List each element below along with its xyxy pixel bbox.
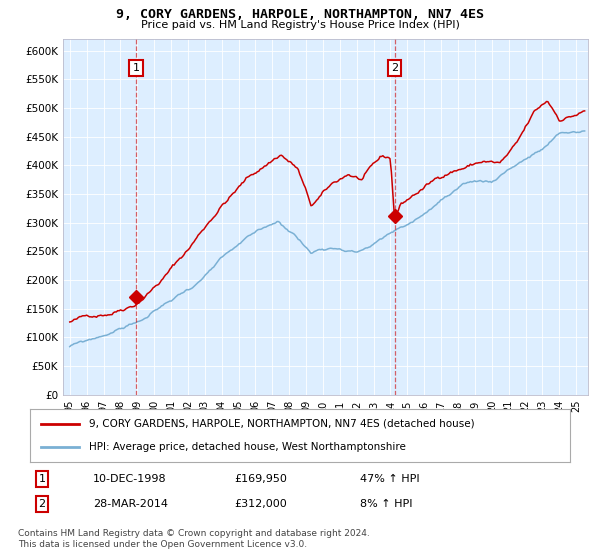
Text: Contains HM Land Registry data © Crown copyright and database right 2024.
This d: Contains HM Land Registry data © Crown c… [18,529,370,549]
Text: Price paid vs. HM Land Registry's House Price Index (HPI): Price paid vs. HM Land Registry's House … [140,20,460,30]
Text: £312,000: £312,000 [234,499,287,509]
Text: 28-MAR-2014: 28-MAR-2014 [93,499,168,509]
Text: £169,950: £169,950 [234,474,287,484]
Text: 2: 2 [391,63,398,73]
Text: HPI: Average price, detached house, West Northamptonshire: HPI: Average price, detached house, West… [89,442,406,452]
Text: 1: 1 [38,474,46,484]
Text: 8% ↑ HPI: 8% ↑ HPI [360,499,413,509]
Text: 9, CORY GARDENS, HARPOLE, NORTHAMPTON, NN7 4ES: 9, CORY GARDENS, HARPOLE, NORTHAMPTON, N… [116,8,484,21]
Text: 2: 2 [38,499,46,509]
Text: 10-DEC-1998: 10-DEC-1998 [93,474,167,484]
Text: 1: 1 [133,63,140,73]
Text: 9, CORY GARDENS, HARPOLE, NORTHAMPTON, NN7 4ES (detached house): 9, CORY GARDENS, HARPOLE, NORTHAMPTON, N… [89,419,475,429]
Text: 47% ↑ HPI: 47% ↑ HPI [360,474,419,484]
